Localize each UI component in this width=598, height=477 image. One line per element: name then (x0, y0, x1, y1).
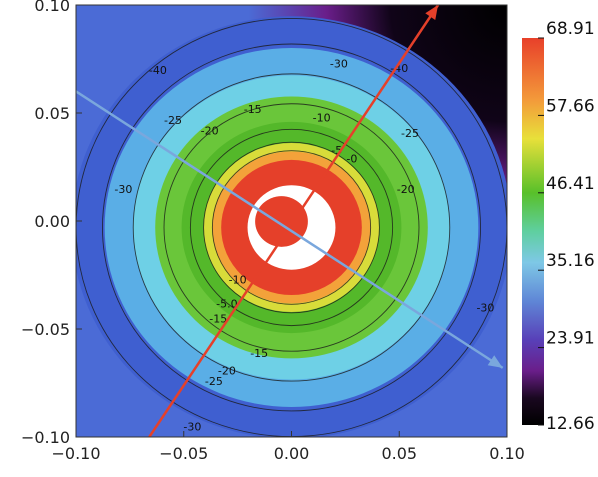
colorbar-labels: 68.91 57.66 46.41 35.16 23.91 12.66 (538, 19, 595, 434)
contour-label: -30 (330, 58, 348, 71)
colorbar-gradient (522, 38, 544, 425)
colorbar-label: 12.66 (546, 414, 595, 434)
contour-label: -5.0 (216, 297, 237, 310)
contour-label: -15 (244, 103, 262, 116)
contour-line-6 (211, 150, 372, 305)
contour-label: -10 (229, 274, 247, 287)
x-tick-label: 0.10 (489, 444, 525, 463)
colorbar-label: 57.66 (546, 96, 595, 116)
contour-line-5 (203, 141, 380, 314)
red-arrow-head (425, 5, 439, 20)
colorbar-label: 68.91 (546, 19, 595, 39)
colorbar-label: 35.16 (546, 251, 595, 271)
contour-label: -30 (476, 302, 494, 315)
colorbar-label: 23.91 (546, 329, 595, 349)
x-tick-label: −0.10 (51, 444, 100, 463)
x-axis: −0.10 −0.05 0.00 0.05 0.10 (51, 431, 525, 463)
contour-label: -0 (346, 153, 357, 166)
contour-label: -30 (114, 183, 132, 196)
y-tick-label: 0.10 (34, 0, 70, 15)
blue-arrow (76, 90, 504, 369)
contour-line-1 (102, 43, 481, 412)
contour-line-4 (189, 128, 394, 327)
y-tick-label: −0.10 (21, 428, 70, 447)
contour-labels: -40 -30 -40-25-20-15-10-5-0-25-20-30-30-15… (114, 58, 494, 434)
arrows (76, 5, 504, 437)
contour-label: -15 (250, 347, 268, 360)
red-arrow (148, 5, 440, 437)
contour-label: -20 (201, 125, 219, 138)
contour-label: -15 (209, 313, 227, 326)
contour-line-3 (163, 103, 420, 352)
y-tick-label: −0.05 (21, 320, 70, 339)
contour-label: -20 (397, 183, 415, 196)
plot-area: -40 -30 -40-25-20-15-10-5-0-25-20-30-30-15… (76, 5, 507, 437)
colorbar-label: 46.41 (546, 174, 595, 194)
contour-label: -25 (401, 127, 419, 140)
colorbar: 68.91 57.66 46.41 35.16 23.91 12.66 (522, 19, 595, 434)
contour-label: -30 (183, 421, 201, 434)
intensity-rings (76, 16, 507, 437)
y-tick-label: 0.05 (34, 104, 70, 123)
contour-label: -5 (331, 144, 342, 157)
x-tick-label: 0.05 (381, 444, 417, 463)
x-tick-label: −0.05 (159, 444, 208, 463)
contour-label: -25 (205, 375, 223, 388)
x-tick-label: 0.00 (274, 444, 310, 463)
contour-label: -10 (313, 112, 331, 125)
y-axis: 0.10 0.05 0.00 −0.05 −0.10 (21, 0, 82, 447)
contour-line-2 (132, 73, 451, 382)
y-tick-label: 0.00 (34, 212, 70, 231)
contour-label: -40 (149, 64, 167, 77)
contour-label: -20 (218, 364, 236, 377)
blue-arrow-head (487, 355, 503, 368)
contour-label: -25 (164, 114, 182, 127)
